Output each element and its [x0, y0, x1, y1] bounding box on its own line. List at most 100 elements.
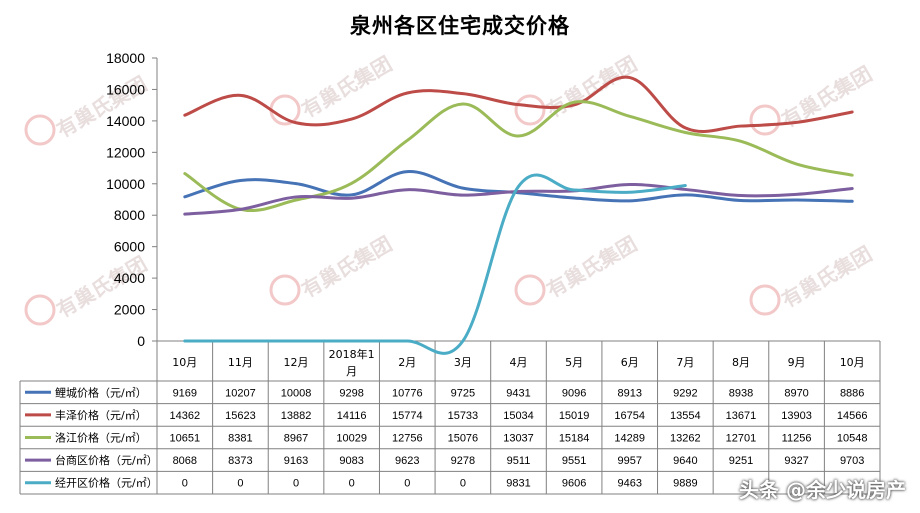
y-tick-label: 14000: [106, 113, 145, 129]
table-cell-value: 11256: [782, 433, 812, 445]
table-cell-value: 15076: [448, 433, 479, 445]
table-cell-value: 9163: [284, 455, 308, 467]
table-cell-value: 9640: [673, 455, 697, 467]
table-cell-value: 9831: [506, 478, 530, 490]
y-tick-label: 4000: [114, 270, 145, 286]
y-tick-label: 10000: [106, 176, 145, 192]
table-cell-value: 13882: [281, 410, 312, 422]
watermark-text: 有巢氏集团: [543, 232, 642, 303]
x-tick-label: 10月: [172, 356, 197, 369]
table-cell-value: 15733: [448, 410, 479, 422]
table-cell-value: 8373: [228, 455, 252, 467]
y-tick-label: 18000: [106, 50, 145, 66]
x-tick-label: 3月: [454, 356, 472, 369]
series-line-洛江价格: [183, 100, 854, 212]
table-cell-value: 9251: [729, 455, 753, 467]
legend-label: 洛江价格（元/㎡）: [55, 431, 147, 445]
table-cell-value: 9278: [451, 455, 475, 467]
table-cell-value: 0: [293, 478, 299, 490]
x-tick-label: 2018年1: [329, 347, 375, 361]
y-tick-label: 2000: [114, 302, 145, 318]
table-cell-value: 9703: [840, 455, 864, 467]
watermark-text: 有巢氏集团: [778, 242, 877, 313]
table-cell-value: 14566: [837, 410, 868, 422]
table-cell-value: 10776: [392, 387, 423, 399]
table-cell-value: 8970: [784, 387, 808, 399]
series-line-丰泽价格: [183, 75, 854, 133]
x-tick-label: 10月: [840, 356, 865, 369]
chart-title: 泉州各区住宅成交价格: [350, 14, 570, 38]
table-cell-value: 13903: [781, 410, 812, 422]
table-cell-value: 13037: [503, 433, 534, 445]
watermark-logo-icon: [24, 294, 56, 326]
table-cell-value: 0: [404, 478, 410, 490]
table-cell-value: 9725: [451, 387, 475, 399]
y-tick-label: 16000: [106, 81, 145, 97]
watermark-logo-icon: [514, 94, 546, 126]
x-tick-label: 12月: [284, 356, 309, 369]
series-line-经开区价格: [183, 173, 687, 355]
table-cell-value: 10008: [281, 387, 312, 399]
table-cell-value: 9083: [339, 455, 363, 467]
table-cell-value: 0: [460, 478, 466, 490]
table-cell-value: 15774: [392, 410, 423, 422]
table-cell-value: 14116: [337, 410, 367, 422]
table-cell-value: 14362: [170, 410, 201, 422]
x-tick-label: 11月: [228, 356, 253, 369]
table-cell-value: 10651: [170, 433, 201, 445]
y-tick-label: 8000: [114, 207, 145, 223]
table-cell-value: 9327: [784, 455, 808, 467]
legend-label: 丰泽价格（元/㎡）: [55, 408, 147, 422]
table-cell-value: 9551: [562, 455, 586, 467]
table-cell-value: 16754: [614, 410, 645, 422]
table-cell-value: 10548: [837, 433, 868, 445]
legend-label: 鲤城价格（元/㎡）: [55, 385, 147, 399]
table-cell-value: 13262: [670, 433, 701, 445]
table-cell-value: 0: [237, 478, 243, 490]
table-cell-value: 9623: [395, 455, 419, 467]
table-cell-value: 9169: [173, 387, 197, 399]
table-cell-value: 12756: [392, 433, 423, 445]
x-tick-label: 4月: [510, 356, 528, 369]
table-cell-value: 12701: [726, 433, 757, 445]
x-tick-label: 8月: [732, 356, 750, 369]
x-tick-label: 6月: [621, 356, 639, 369]
table-cell-value: 9292: [673, 387, 697, 399]
table-cell-value: 9511: [507, 455, 531, 467]
watermark-text: 有巢氏集团: [298, 52, 397, 123]
table-cell-value: 15019: [559, 410, 590, 422]
series-line-台商区价格: [183, 182, 854, 216]
table-cell-value: 15034: [503, 410, 534, 422]
x-tick-label: 5月: [565, 356, 583, 369]
x-tick-label: 9月: [788, 356, 806, 369]
table-cell-value: 8967: [284, 433, 308, 445]
table-cell-value: 9096: [562, 387, 586, 399]
table-cell-value: 9431: [506, 387, 530, 399]
table-cell-value: 13671: [726, 410, 757, 422]
y-tick-label: 12000: [106, 144, 145, 160]
table-cell-value: 13554: [670, 410, 701, 422]
watermark-logo-icon: [749, 284, 781, 316]
watermark-logo-icon: [269, 274, 301, 306]
table-cell-value: 8886: [840, 387, 864, 399]
table-cell-value: 14289: [614, 433, 645, 445]
table-cell-value: 10207: [225, 387, 256, 399]
table-cell-value: 8913: [617, 387, 641, 399]
table-cell-value: 8068: [173, 455, 197, 467]
watermark-text: 有巢氏集团: [298, 232, 397, 303]
table-cell-value: 9889: [673, 478, 697, 490]
table-cell-value: 9606: [562, 478, 586, 490]
footer-watermark: 头条 @余少说房产: [739, 478, 906, 502]
y-tick-label: 0: [137, 333, 145, 349]
legend-label: 台商区价格（元/㎡）: [55, 453, 158, 467]
table-cell-value: 9957: [617, 455, 641, 467]
table-cell-value: 8938: [729, 387, 753, 399]
legend-label: 经开区价格（元/㎡）: [55, 476, 158, 490]
table-cell-value: 9463: [617, 478, 641, 490]
x-tick-label: 2月: [398, 356, 416, 369]
table-cell-value: 15184: [559, 433, 590, 445]
watermark-logo-icon: [514, 274, 546, 306]
table-cell-value: 10029: [336, 433, 367, 445]
table-cell-value: 0: [182, 478, 188, 490]
